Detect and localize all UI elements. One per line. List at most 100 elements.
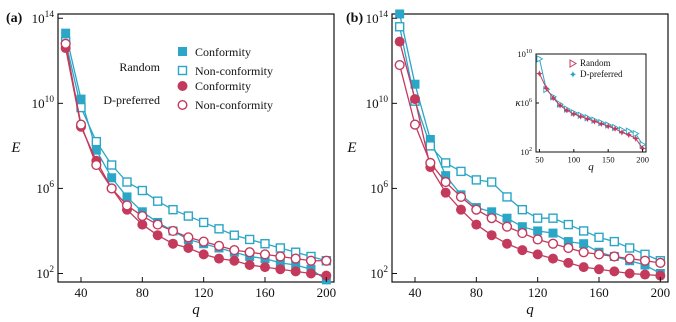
inset-xtick-label: 150 (602, 155, 615, 165)
panel-a-random-nonconformity-point (168, 204, 178, 215)
panel-a-dpref-conformity-point (321, 270, 332, 281)
inset-dpreferred-point (577, 113, 584, 120)
panel-a-random-nonconformity-point (214, 224, 224, 234)
inset-dpreferred-point (611, 125, 619, 132)
panel-b-random-conformity-point (533, 226, 543, 236)
panel-b-dpref-conformity-point (410, 94, 420, 105)
inset-random-point (536, 55, 544, 63)
inset-legend: Random ✦ D-preferred (569, 58, 623, 81)
panel-b-dpref-nonconformity-point (547, 238, 559, 249)
panel-a-xtick-label: 120 (194, 285, 214, 300)
panel-b-dpref-nonconformity-point (609, 251, 620, 262)
panel-b-random-nonconformity-point (425, 141, 436, 151)
panel-a-dpref-nonconformity-point (106, 183, 117, 194)
panel-a-dpref-nonconformity-point (290, 253, 301, 264)
panel-b-dpref-conformity-point (624, 268, 635, 279)
panel-b-xtick-label: 120 (528, 285, 548, 300)
panel-b-xtick-label: 200 (651, 285, 671, 300)
panel-b-dpref-nonconformity-point (532, 234, 543, 245)
panel-a-random-nonconformity-point (260, 239, 270, 249)
panel-b-dpref-nonconformity-point (501, 221, 513, 232)
panel-a-dpref-conformity-point (306, 268, 316, 279)
panel-a-random-nonconformity-point (137, 185, 148, 196)
panel-a-random-nonconformity-point (275, 243, 286, 253)
panel-a-dpref-nonconformity-point (183, 232, 194, 243)
panel-a-random-nonconformity-point (106, 160, 117, 170)
inset-xtick-label: 100 (567, 155, 580, 165)
panel-b-series (394, 9, 666, 281)
panel-b-random-conformity-point (410, 79, 420, 89)
inset-xtick-label: 50 (535, 155, 544, 165)
panel-b-random-conformity-point (487, 207, 497, 217)
inset-dpreferred-line (538, 73, 643, 149)
panel-a-random-conformity-point (91, 145, 101, 155)
panel-b-random-nonconformity-point (471, 175, 482, 185)
panel-b-dpref-nonconformity-point (639, 255, 651, 266)
panel-a-random-nonconformity-point (198, 217, 209, 228)
panel-a-random-nonconformity-point (183, 211, 194, 221)
panel-b-dpref-nonconformity-point (394, 59, 405, 71)
panel-b-dpref-nonconformity-point (624, 253, 635, 264)
panel-b-random-nonconformity-point (548, 213, 558, 223)
panel-a-xtick-label: 160 (255, 285, 275, 300)
inset-legend-marker-dpreferred: ✦ (569, 70, 577, 81)
legend-label-random-conformity: Conformity (195, 45, 251, 59)
inset-ytick-label: 1010 (517, 49, 532, 59)
inset-xlabel: q (588, 161, 594, 173)
panel-b-dpref-nonconformity-point (655, 257, 666, 268)
panel-a-dpref-nonconformity-point (244, 247, 255, 258)
panel-b-xtick-label: 40 (409, 285, 422, 300)
inset-ytick-label: 106 (520, 98, 532, 108)
panel-a-dpref-conformity-point (290, 266, 301, 277)
legend-label-dpref-nonconformity: Non-conformity (195, 98, 273, 112)
panel-b-ytick-label: 1010 (366, 95, 389, 111)
panel-b-random-nonconformity-point (532, 213, 543, 223)
panel-b-random-conformity-point (441, 171, 451, 181)
panel-b-label: (b) (346, 11, 363, 26)
inset-dpreferred-point (639, 145, 646, 152)
panel-b-ytick-label: 106 (370, 180, 388, 196)
panel-b-random-conformity-point (395, 9, 405, 19)
panel-b-random-conformity-point (563, 237, 573, 247)
inset-dpreferred-point (563, 107, 571, 114)
panel-b-dpref-conformity-point (609, 266, 620, 277)
inset-dpreferred-point (570, 110, 578, 118)
panel-a-dpref-conformity-point (244, 259, 255, 270)
panel-a-ytick-label: 102 (36, 265, 54, 281)
panel-b-random-nonconformity-point (502, 192, 512, 202)
panel-a-dpref-nonconformity-point (275, 251, 286, 262)
inset-dpreferred-point (584, 115, 591, 123)
panel-a-dpref-nonconformity-point (321, 255, 332, 266)
panel-a-dpref-conformity-point (275, 264, 286, 275)
panel-b-random-nonconformity-point (440, 158, 451, 168)
panel-a-ticks: 40 80 120 160 200 102 106 1010 1014 (32, 10, 336, 300)
panel-a-dpref-conformity-point (214, 253, 224, 264)
panel-a: (a) 40 80 120 160 200 102 106 1010 1014 q E Rand… (6, 10, 336, 318)
inset-ytick-label: 102 (520, 147, 532, 157)
panel-b-random-nonconformity-point (609, 236, 620, 247)
legend-marker-random-nonconformity (177, 65, 188, 76)
panel-b-random-nonconformity-point (517, 204, 528, 215)
panel-b-ytick-label: 102 (370, 265, 388, 281)
panel-b-random-nonconformity-point (578, 226, 589, 236)
panel-b-random-nonconformity-point (624, 243, 635, 253)
panel-a-ytick-label: 106 (36, 180, 54, 196)
panel-b-random-nonconformity-point (456, 166, 466, 177)
legend: Random Conformity Non-conformity D-prefe… (103, 45, 273, 112)
panel-b-ylabel: E (346, 140, 356, 156)
panel-a-dpref-nonconformity-point (121, 200, 133, 211)
panel-b-dpref-nonconformity-point (593, 249, 605, 260)
panel-a-random-conformity-point (122, 192, 132, 202)
panel-b-dpref-conformity-point (471, 219, 482, 230)
panel-b-random-conformity-point (579, 239, 589, 249)
panel-a-dpref-nonconformity-point (167, 225, 179, 237)
panel-a-ytick-label: 1010 (32, 95, 55, 111)
panel-a-random-conformity-point (107, 173, 117, 183)
inset-dpreferred-point (632, 135, 639, 142)
panel-b-random-conformity-point (548, 228, 558, 238)
inset-legend-dpreferred: D-preferred (580, 69, 623, 79)
panel-a-dpref-conformity-point (168, 238, 178, 249)
legend-marker-dpref-nonconformity (177, 99, 188, 110)
